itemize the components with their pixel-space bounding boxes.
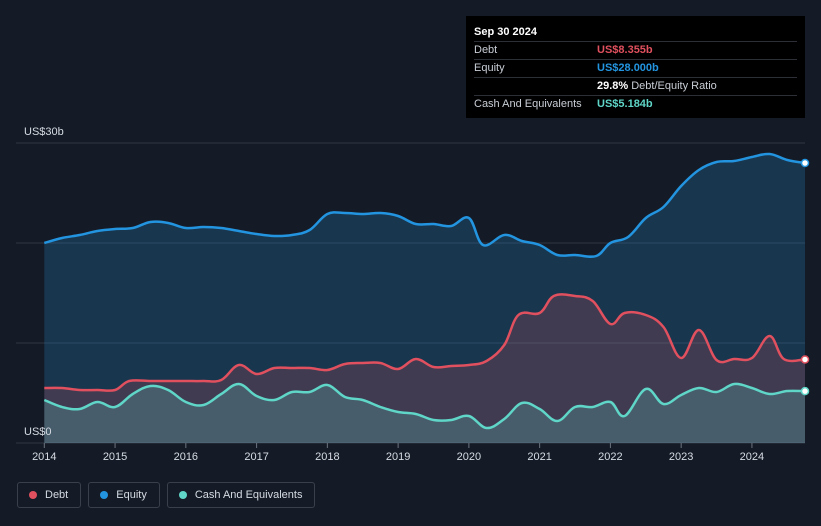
debt-dot-icon	[29, 491, 37, 499]
x-tick-label: 2020	[457, 451, 481, 463]
tooltip-equity-label: Equity	[474, 62, 505, 74]
gridlines	[16, 142, 805, 444]
legend-label-equity: Equity	[116, 489, 147, 501]
x-tick-label: 2018	[315, 451, 339, 463]
debt-end-marker	[800, 355, 810, 364]
x-tick-label: 2016	[174, 451, 198, 463]
debt-line	[44, 293, 806, 392]
tooltip-row-debt: Debt US$8.355b	[474, 41, 797, 59]
tooltip-ratio-spacer	[474, 78, 597, 95]
equity-dot-icon	[100, 491, 109, 499]
tooltip-cash-value: US$5.184b	[597, 98, 653, 110]
x-tick-label: 2019	[386, 451, 410, 463]
tooltip-debt-label: Debt	[474, 44, 498, 56]
x-tick-label: 2023	[669, 451, 693, 463]
cash-and-equivalents-end-marker	[800, 386, 810, 396]
legend-item-debt[interactable]: Debt	[17, 482, 82, 508]
equity-end-marker	[800, 158, 810, 168]
y-axis-label-top: US$30b	[24, 126, 64, 138]
legend-label-debt: Debt	[45, 489, 69, 501]
tooltip-panel: Sep 30 2024 Debt US$8.355b Equity US$28.…	[466, 16, 805, 118]
legend: Debt Equity Cash And Equivalents	[17, 482, 316, 508]
equity-line	[43, 152, 806, 259]
legend-label-cash: Cash And Equivalents	[194, 489, 303, 501]
x-tick-label: 2017	[244, 451, 268, 463]
x-tick-label: 2014	[32, 451, 56, 463]
cash-dot-icon	[178, 491, 187, 499]
equity-area	[44, 153, 805, 443]
x-tick-label: 2015	[103, 451, 127, 463]
tooltip-cash-label: Cash And Equivalents	[474, 98, 582, 110]
tooltip-date: Sep 30 2024	[474, 26, 537, 38]
x-tick-label: 2024	[740, 451, 764, 463]
tooltip-row-equity: Equity US$28.000b	[474, 59, 797, 77]
tooltip-row-ratio: 29.8% Debt/Equity Ratio	[474, 77, 797, 95]
tooltip-debt-value: US$8.355b	[597, 44, 653, 56]
tooltip-equity-value: US$28.000b	[597, 62, 659, 74]
x-tick-label: 2022	[598, 451, 622, 463]
legend-item-cash[interactable]: Cash And Equivalents	[166, 482, 316, 508]
cash-and-equivalents-area	[44, 383, 805, 443]
tooltip-row-cash: Cash And Equivalents US$5.184b	[474, 95, 797, 113]
legend-item-equity[interactable]: Equity	[88, 482, 160, 508]
cash-and-equivalents-line	[43, 382, 806, 430]
x-tick-label: 2021	[527, 451, 551, 463]
x-axis-ticks: 2014 2015 2016 2017 2018 2019 2020 2021 2022 2023…	[32, 443, 764, 463]
tooltip-ratio-value: 29.8%	[597, 80, 629, 92]
tooltip-ratio-label: Debt/Equity Ratio	[631, 80, 717, 92]
series-lines	[43, 152, 810, 430]
y-axis-label-bottom: US$0	[24, 426, 52, 438]
series-areas	[44, 153, 805, 443]
